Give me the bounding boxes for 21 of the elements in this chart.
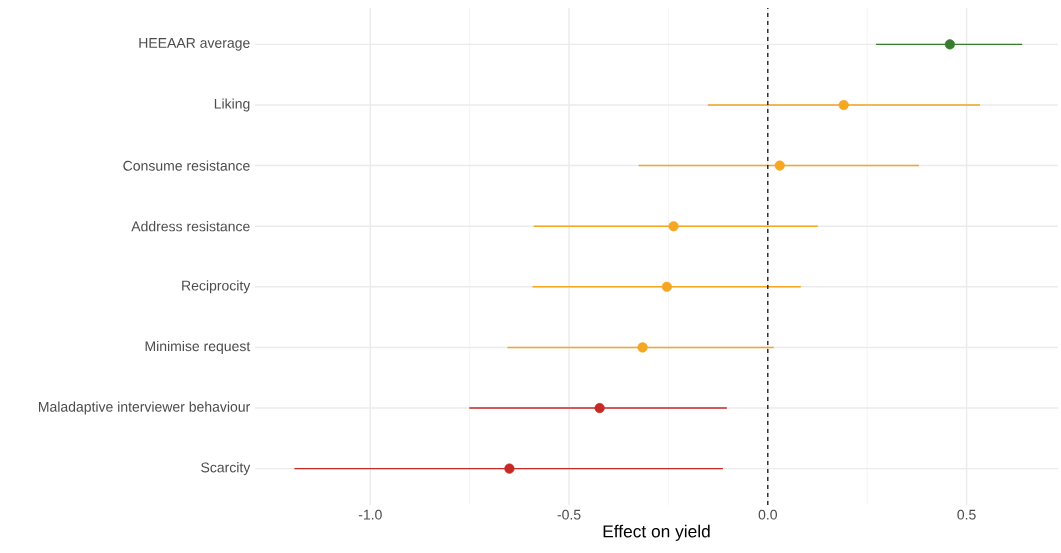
point xyxy=(637,342,648,353)
x-tick-label: 0.0 xyxy=(758,509,777,520)
point xyxy=(661,281,672,292)
x-tick-label: 0.5 xyxy=(957,509,976,520)
point xyxy=(504,463,515,474)
y-tick-label: Address resistance xyxy=(131,221,250,232)
point xyxy=(668,221,679,232)
point xyxy=(774,160,785,171)
y-tick-label: Scarcity xyxy=(201,462,251,476)
point xyxy=(838,99,849,111)
y-tick-label: Reciprocity xyxy=(182,280,251,294)
y-tick-label: Consume resistance xyxy=(123,160,250,171)
y-tick-label: Maladaptive interviewer behaviour xyxy=(39,401,251,415)
x-axis-title: Effect on yield xyxy=(603,524,710,541)
y-tick-label: Liking xyxy=(214,98,250,112)
y-tick-label: Minimise request xyxy=(145,340,251,354)
point xyxy=(944,39,955,50)
y-tick-label: HEEAAR average xyxy=(139,38,250,51)
x-tick-label: -1.0 xyxy=(358,509,382,520)
x-tick-label: -0.5 xyxy=(557,509,581,520)
point xyxy=(594,402,605,414)
